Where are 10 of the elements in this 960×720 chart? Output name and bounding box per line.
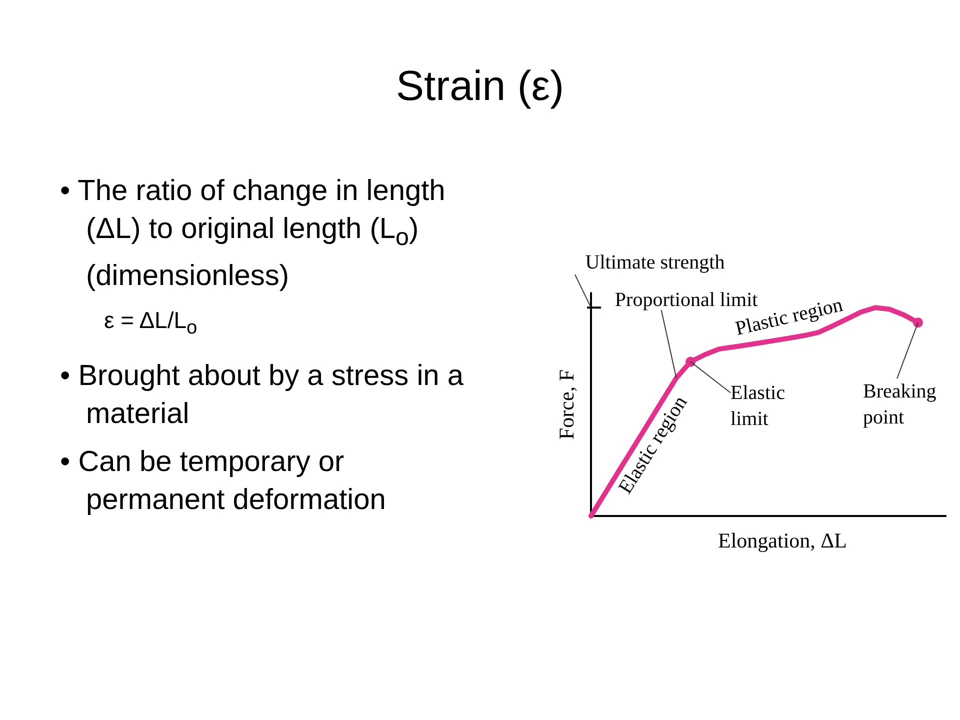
annotation: Proportional limit [614,289,758,312]
text: Ultimate strength [585,252,725,274]
annotation: Elastic limit [730,382,790,430]
annotation: Breaking point [863,380,942,429]
y-axis-title: Force, F [554,370,578,440]
text: • Brought about by a stress in a material [60,359,464,432]
chart-title: Strain (ε) [394,62,566,110]
x-axis-title: Elongation, ΔL [718,528,847,552]
text: • The ratio of change in length (ΔL) to original length (L$_{o}$) (dimensionless) ε = ΔL/L$_{o}$ [60,175,446,338]
text: • Can be temporary or permanent deformation [60,445,387,518]
